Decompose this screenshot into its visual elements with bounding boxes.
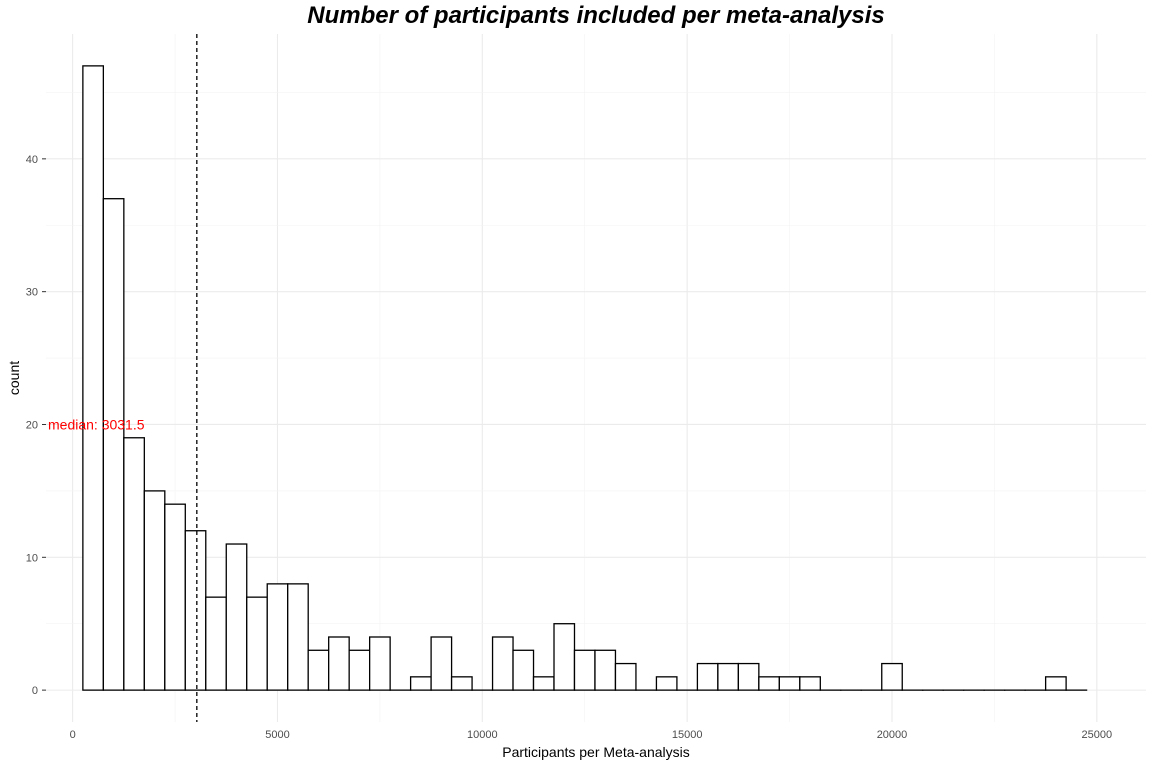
histogram-bar bbox=[512, 649, 535, 691]
histogram-bar bbox=[266, 583, 289, 691]
histogram-bar bbox=[553, 623, 576, 691]
histogram-bar bbox=[758, 676, 780, 691]
histogram-bar bbox=[164, 503, 186, 691]
histogram-bar bbox=[205, 596, 227, 691]
histogram-bar bbox=[225, 543, 248, 691]
histogram-bar bbox=[328, 636, 350, 691]
histogram-bar bbox=[696, 662, 719, 691]
grid-lines bbox=[46, 34, 1146, 722]
histogram-bar bbox=[532, 676, 555, 691]
histogram-bar bbox=[614, 662, 637, 691]
histogram-bar bbox=[717, 662, 740, 691]
histogram-bar bbox=[430, 636, 453, 691]
histogram-bar bbox=[491, 636, 514, 691]
histogram-bar bbox=[594, 649, 617, 691]
histogram-bar bbox=[184, 530, 207, 691]
x-tick-label: 10000 bbox=[467, 729, 498, 741]
histogram-bar bbox=[82, 65, 105, 691]
histogram-bar bbox=[409, 676, 432, 691]
x-tick-label: 20000 bbox=[877, 729, 908, 741]
y-axis-title: count bbox=[6, 361, 22, 395]
y-tick-label: 30 bbox=[26, 287, 38, 299]
histogram-bar bbox=[102, 198, 125, 691]
x-tick-label: 25000 bbox=[1082, 729, 1113, 741]
median-marker: median: 3031.5 bbox=[48, 34, 198, 722]
y-axis-ticks: 0 10 20 30 40 bbox=[26, 154, 46, 697]
histogram-bar bbox=[655, 676, 678, 691]
x-tick-label: 5000 bbox=[265, 729, 289, 741]
y-tick-label: 40 bbox=[26, 154, 38, 166]
x-axis-ticks: 0 5000 10000 15000 20000 25000 bbox=[70, 729, 1113, 741]
histogram-bar bbox=[123, 437, 145, 691]
y-tick-label: 0 bbox=[32, 685, 38, 697]
histogram-bars bbox=[82, 65, 1088, 691]
y-tick-label: 20 bbox=[26, 419, 38, 431]
histogram-bar bbox=[881, 662, 903, 691]
histogram-bar bbox=[573, 649, 596, 691]
histogram-bar bbox=[368, 636, 391, 691]
histogram-bar bbox=[307, 649, 330, 691]
chart-title: Number of participants included per meta… bbox=[307, 2, 885, 29]
histogram-bar bbox=[348, 649, 371, 691]
x-axis-title: Participants per Meta-analysis bbox=[502, 744, 690, 760]
x-tick-label: 0 bbox=[70, 729, 76, 741]
histogram-bar bbox=[1044, 676, 1067, 691]
histogram-bar bbox=[737, 662, 760, 691]
histogram-bar bbox=[450, 676, 473, 691]
histogram-bar bbox=[246, 596, 268, 691]
histogram-bar bbox=[287, 583, 309, 691]
histogram-bar bbox=[143, 490, 166, 691]
histogram-bar bbox=[778, 676, 801, 691]
y-tick-label: 10 bbox=[26, 552, 38, 564]
histogram-bar bbox=[799, 676, 821, 691]
x-tick-label: 15000 bbox=[672, 729, 703, 741]
median-label: median: 3031.5 bbox=[48, 416, 145, 432]
